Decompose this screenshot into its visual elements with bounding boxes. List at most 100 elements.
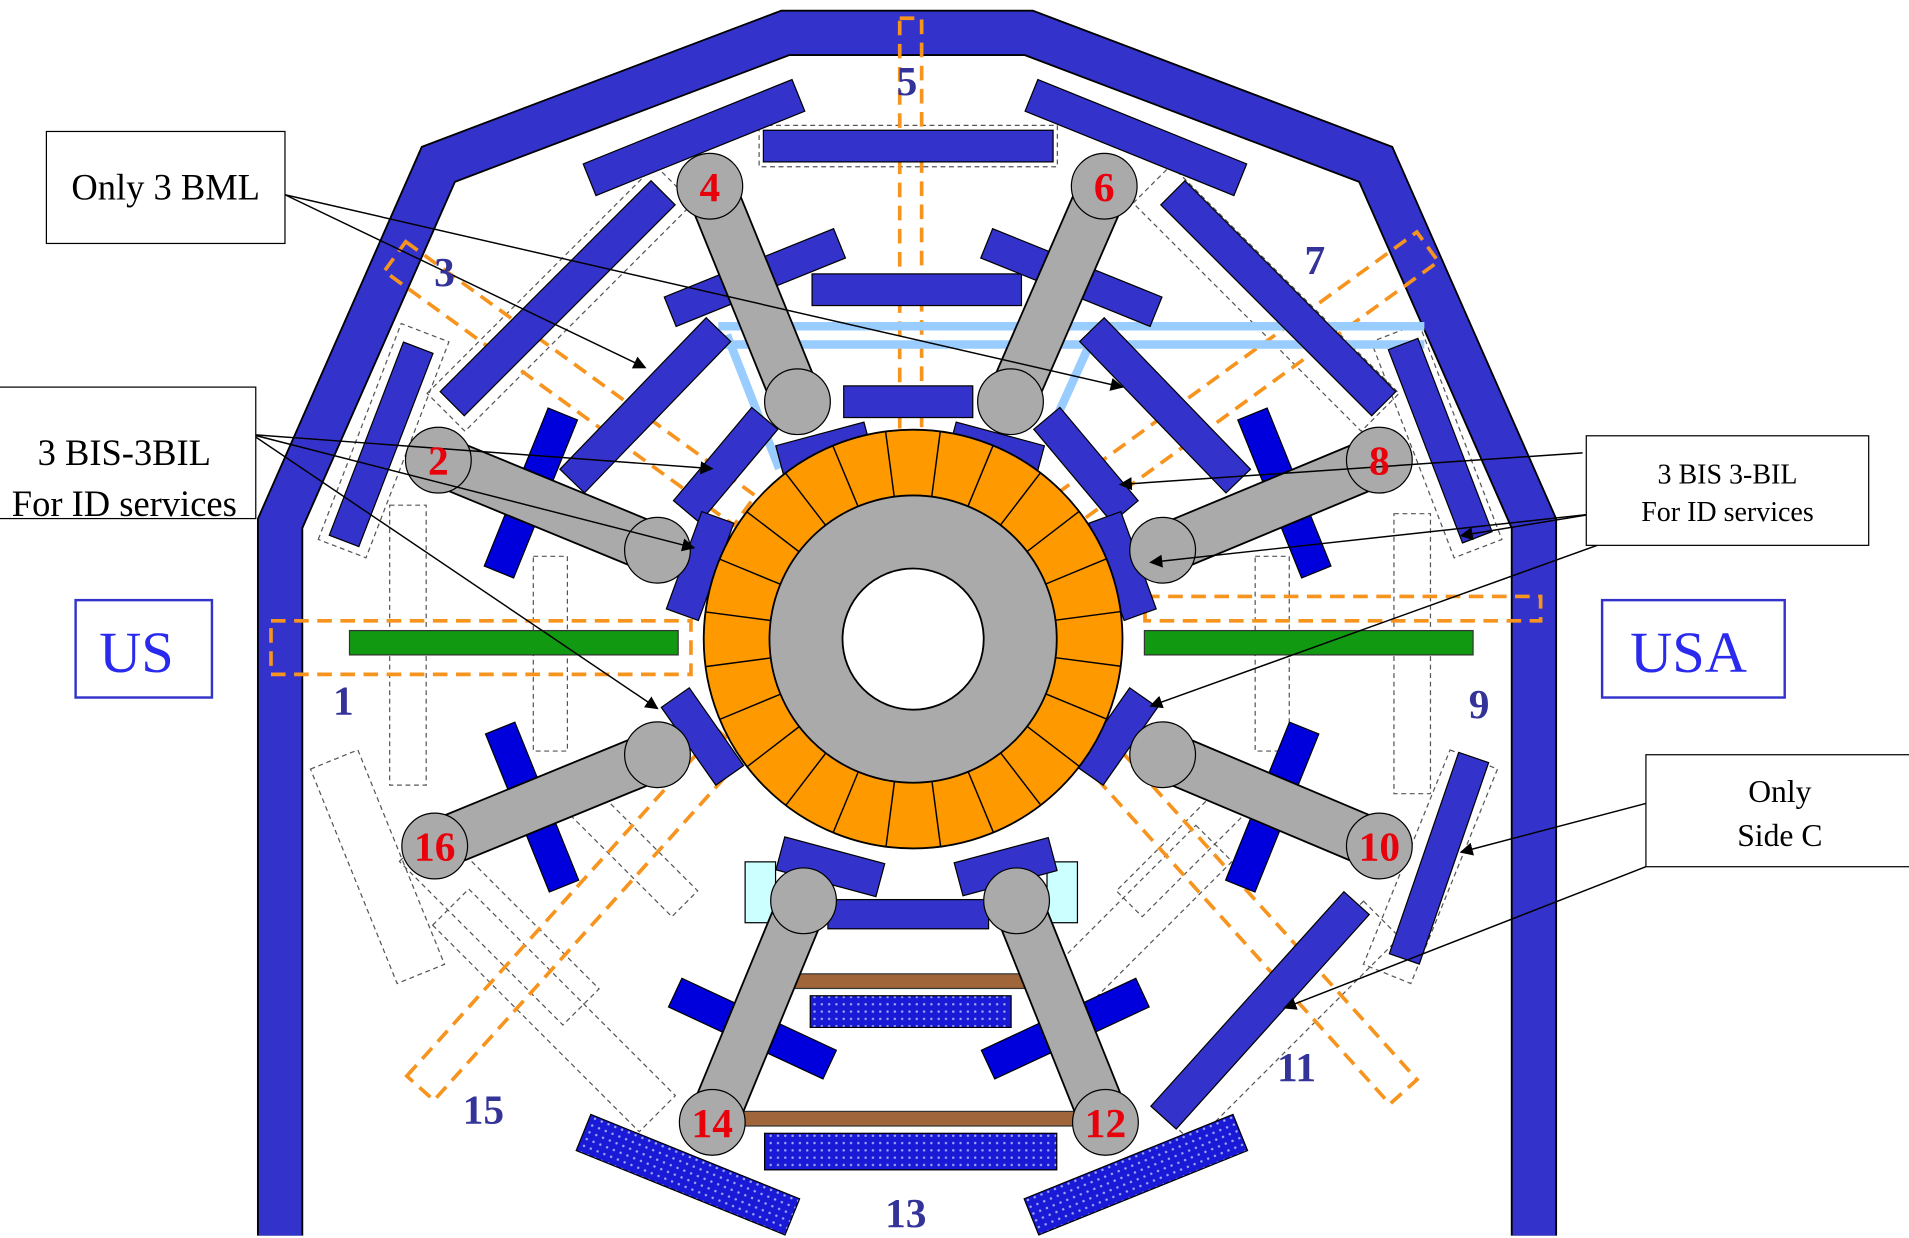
dashed-outline xyxy=(426,164,694,433)
dashed-outline xyxy=(1370,322,1503,559)
station-label: 4 xyxy=(699,164,720,210)
callout-text: Only xyxy=(1748,774,1811,809)
arrow xyxy=(1283,866,1647,1010)
arrow xyxy=(1459,512,1595,541)
segment-line xyxy=(1026,725,1080,767)
segment-line xyxy=(746,511,800,553)
chamber xyxy=(672,406,779,524)
arm xyxy=(994,891,1128,1132)
arrow xyxy=(284,194,647,369)
side-label: US xyxy=(99,620,174,685)
segment-line xyxy=(1055,656,1121,667)
dashed-outline xyxy=(1393,513,1432,795)
segment-line xyxy=(719,558,781,585)
sector-label: 5 xyxy=(897,58,918,104)
arm xyxy=(1153,438,1389,573)
segment-line xyxy=(832,445,859,507)
foot xyxy=(404,426,472,494)
segment-line xyxy=(931,781,942,847)
callout-text: Side C xyxy=(1737,818,1822,853)
sector-label: 1 xyxy=(333,678,354,724)
station-label: 12 xyxy=(1085,1100,1126,1146)
segment-line xyxy=(832,771,859,833)
foot xyxy=(676,152,744,220)
arrow xyxy=(284,194,1124,391)
chamber xyxy=(1024,78,1248,197)
service-duct xyxy=(1054,229,1441,526)
segment-line xyxy=(884,431,895,497)
sector-label: 11 xyxy=(1277,1044,1316,1090)
sector-label: 9 xyxy=(1469,681,1490,727)
chamber xyxy=(1078,316,1252,494)
rail xyxy=(1143,629,1474,656)
chamber xyxy=(827,898,990,930)
station-label: 8 xyxy=(1369,438,1390,484)
chamber xyxy=(762,129,1054,163)
beam-hole xyxy=(841,567,985,711)
chamber xyxy=(763,1132,1058,1171)
service-duct xyxy=(1143,594,1543,623)
chamber xyxy=(575,1113,801,1236)
segment-line xyxy=(1045,558,1107,585)
foot xyxy=(977,368,1044,436)
chamber xyxy=(439,179,677,417)
station-label: 16 xyxy=(414,824,455,870)
callout-text: Only 3 BML xyxy=(71,167,260,208)
segment-line xyxy=(1045,693,1107,720)
segment-line xyxy=(1000,752,1042,806)
segment-line xyxy=(1026,510,1080,553)
callout-text: 3 BIS-3BIL xyxy=(38,432,211,473)
arm xyxy=(425,732,667,868)
chamber xyxy=(1159,179,1397,417)
station-label: 14 xyxy=(692,1100,733,1146)
callout-box xyxy=(45,130,286,245)
service-duct xyxy=(404,727,748,1103)
segment-line xyxy=(785,752,827,806)
station-label: 6 xyxy=(1094,164,1115,210)
station-label: 2 xyxy=(428,438,449,484)
dashed-outline xyxy=(317,322,450,559)
callout-text: For ID services xyxy=(1641,497,1814,528)
foot xyxy=(1345,812,1413,880)
foot xyxy=(1345,426,1413,494)
segment-line xyxy=(719,693,781,721)
dashed-outline xyxy=(1132,164,1400,433)
foot xyxy=(624,516,691,584)
segment-line xyxy=(967,771,995,833)
arrow xyxy=(1149,544,1598,709)
foot xyxy=(1071,1088,1139,1156)
arm xyxy=(429,438,667,573)
segment-line xyxy=(885,781,896,847)
rail xyxy=(742,1110,1079,1127)
support-arms xyxy=(401,152,1413,1156)
chamber xyxy=(843,385,974,419)
arrow xyxy=(1459,802,1647,856)
segment-line xyxy=(705,657,771,668)
arm xyxy=(690,891,826,1132)
cooling-line xyxy=(722,333,784,471)
station-label: 10 xyxy=(1359,824,1400,870)
segment-line xyxy=(1055,610,1121,621)
callout-text: 3 BIS 3-BIL xyxy=(1658,459,1798,490)
chamber xyxy=(582,78,806,197)
arm xyxy=(1153,732,1389,868)
segment-line xyxy=(784,472,827,526)
segment-line xyxy=(705,611,771,622)
chamber xyxy=(809,995,1012,1029)
chamber xyxy=(1149,890,1371,1130)
arrows xyxy=(251,194,1647,1010)
foot xyxy=(770,867,838,935)
callout-box xyxy=(1645,754,1909,868)
chamber xyxy=(1023,1113,1249,1236)
dashed-outline xyxy=(389,504,427,786)
dashed-outline xyxy=(309,749,446,985)
side-label: USA xyxy=(1630,620,1747,685)
chamber xyxy=(1388,751,1490,965)
segment-line xyxy=(999,472,1042,526)
arrow xyxy=(251,433,659,710)
segment-line xyxy=(967,445,994,507)
chamber xyxy=(1032,406,1140,524)
sector-label: 7 xyxy=(1304,237,1325,283)
